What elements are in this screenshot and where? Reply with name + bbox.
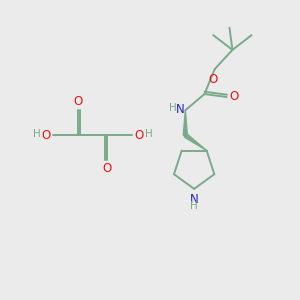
Text: N: N xyxy=(190,193,199,206)
Text: O: O xyxy=(134,129,144,142)
Polygon shape xyxy=(184,134,207,151)
Text: H: H xyxy=(145,129,152,139)
Text: H: H xyxy=(33,129,41,139)
Polygon shape xyxy=(183,110,188,135)
Text: N: N xyxy=(176,103,184,116)
Text: O: O xyxy=(41,129,51,142)
Text: O: O xyxy=(230,91,239,103)
Text: O: O xyxy=(73,95,83,108)
Text: H: H xyxy=(169,103,177,113)
Text: O: O xyxy=(103,162,112,176)
Text: H: H xyxy=(190,201,198,211)
Text: O: O xyxy=(208,73,217,85)
